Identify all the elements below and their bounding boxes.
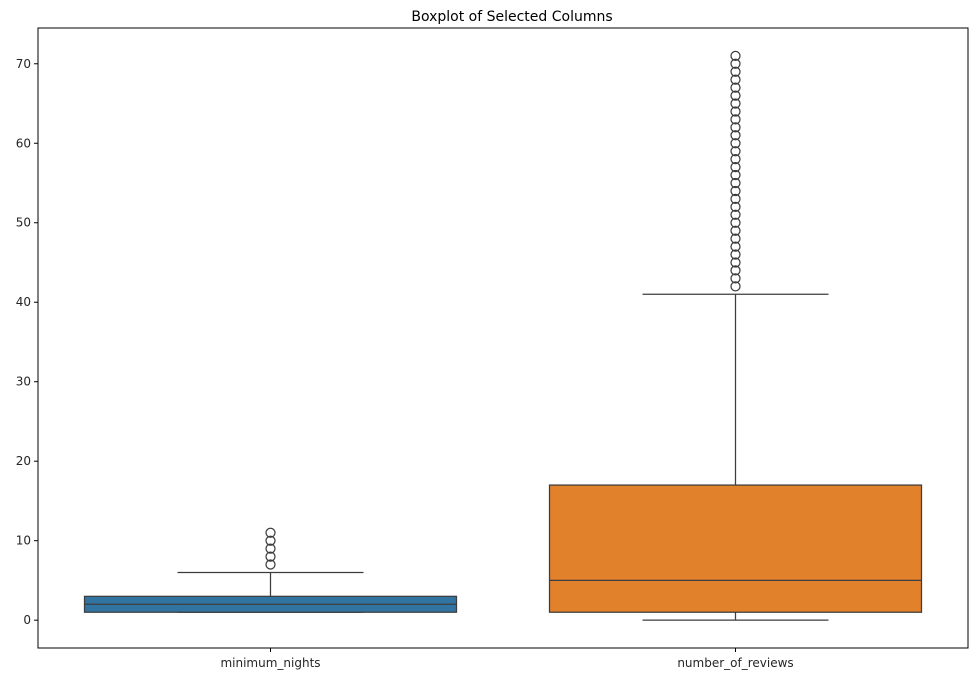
outlier-point	[730, 177, 741, 189]
outlier-point	[730, 217, 741, 228]
outlier-point	[265, 559, 276, 570]
outlier-point	[730, 273, 741, 284]
y-tick-label: 50	[16, 216, 31, 230]
plot-area	[83, 50, 923, 621]
outlier-point	[265, 535, 276, 546]
outlier-point	[730, 233, 741, 244]
outlier-point	[730, 66, 741, 77]
box-group-minimum-nights	[83, 527, 458, 613]
outlier-point	[730, 241, 741, 252]
outlier-point	[730, 161, 741, 173]
y-tick-label: 10	[16, 534, 31, 548]
outlier-point	[730, 74, 741, 85]
y-tick-label: 0	[23, 613, 31, 627]
y-tick-label: 60	[16, 136, 31, 150]
outlier-point	[730, 90, 741, 101]
axes-frame	[37, 27, 969, 649]
y-tick-label: 40	[16, 295, 31, 309]
outlier-point	[730, 114, 741, 125]
outlier-point	[730, 201, 741, 212]
outlier-point	[730, 146, 741, 157]
outlier-point	[265, 551, 276, 562]
outlier-point	[730, 58, 741, 69]
chart-title: Boxplot of Selected Columns	[411, 9, 612, 25]
outlier-point	[730, 154, 741, 165]
outlier-point	[730, 138, 741, 149]
outlier-point	[730, 281, 741, 292]
outlier-point	[730, 130, 741, 141]
outlier-point	[265, 543, 276, 554]
outlier-point	[730, 209, 741, 220]
outlier-point	[730, 82, 741, 93]
outlier-point	[265, 527, 276, 538]
x-axis: minimum_nights number_of_reviews	[220, 648, 794, 670]
outlier-point	[730, 50, 741, 61]
outlier-point	[730, 265, 741, 276]
y-tick-label: 70	[16, 57, 31, 71]
outlier-point	[730, 106, 741, 117]
outlier-point	[730, 225, 741, 236]
outlier-point	[730, 98, 741, 109]
outlier-point	[730, 185, 741, 197]
outlier-point	[730, 122, 741, 133]
y-tick-label: 30	[16, 375, 31, 389]
outlier-point	[730, 249, 741, 260]
outlier-point	[730, 257, 741, 268]
x-tick-label-minimum-nights: minimum_nights	[220, 656, 320, 670]
box-group-number-of-reviews	[548, 50, 923, 621]
y-axis: 0 10 20 30 40 50 60 70	[16, 57, 38, 627]
y-tick-label: 20	[16, 454, 31, 468]
outlier-point	[730, 193, 741, 205]
x-tick-label-number-of-reviews: number_of_reviews	[677, 656, 793, 670]
outlier-point	[730, 169, 741, 181]
box-number-of-reviews	[548, 484, 923, 613]
